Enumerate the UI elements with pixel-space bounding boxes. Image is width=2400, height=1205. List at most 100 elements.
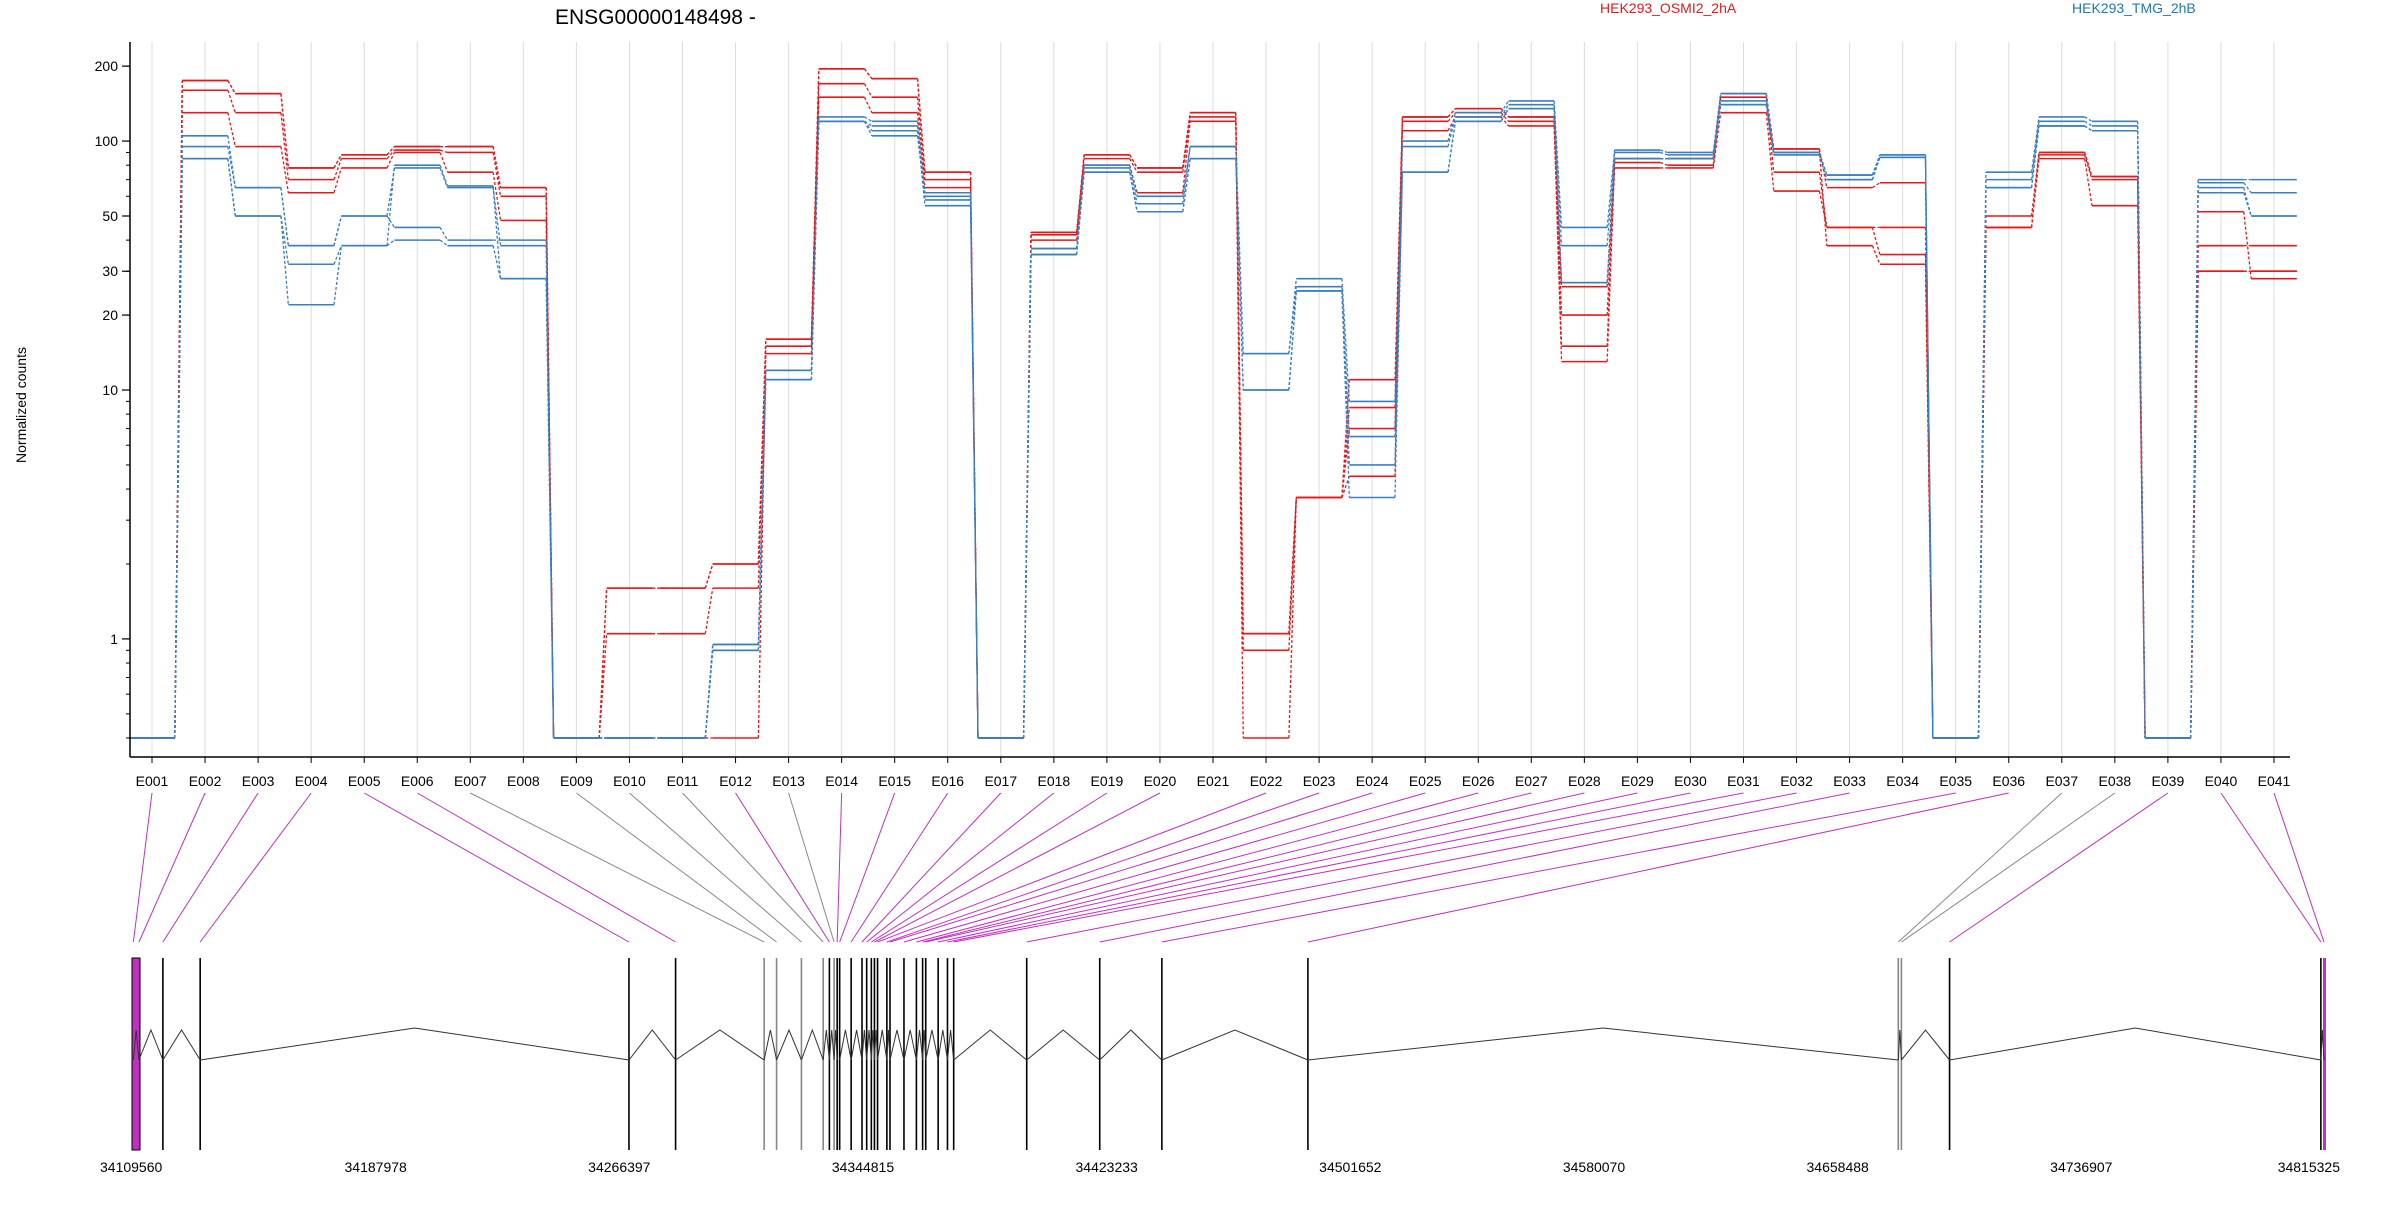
series-connector-E006 bbox=[439, 227, 449, 241]
series-connector-E019 bbox=[1129, 167, 1138, 204]
series-connector-E020 bbox=[1182, 112, 1191, 169]
intron-13 bbox=[839, 1029, 852, 1061]
series-connector-E009 bbox=[598, 588, 608, 739]
legend-entry-tmg: HEK293_TMG_2hB bbox=[2072, 0, 2196, 16]
x-tick-label-E025: E025 bbox=[1409, 773, 1442, 789]
series-connector-E023 bbox=[1341, 428, 1350, 498]
series-connector-E034 bbox=[1924, 264, 1934, 739]
genomic-coordinate-label: 34344815 bbox=[832, 1159, 895, 1175]
exon-block-last bbox=[2323, 958, 2326, 1150]
intron-26 bbox=[937, 1029, 948, 1061]
series-connector-E021 bbox=[1235, 146, 1244, 354]
intron-35 bbox=[1949, 1027, 2321, 1061]
series-connector-E019 bbox=[1129, 158, 1138, 173]
intron-27 bbox=[946, 1029, 955, 1061]
series-connector-E005 bbox=[386, 215, 395, 228]
series-connector-E021 bbox=[1235, 158, 1244, 391]
series-connector-E003 bbox=[280, 93, 289, 168]
series-connector-E023 bbox=[1341, 290, 1350, 498]
series-connector-E039 bbox=[2190, 179, 2199, 739]
series-connector-E004 bbox=[333, 158, 343, 180]
x-tick-label-E006: E006 bbox=[401, 773, 434, 789]
y-tick-label-1: 1 bbox=[110, 631, 118, 647]
series-connector-E024 bbox=[1394, 172, 1404, 465]
series-connector-E013 bbox=[810, 83, 820, 347]
series-connector-E020 bbox=[1182, 116, 1191, 173]
intron-2 bbox=[162, 1029, 201, 1061]
series-connector-E033 bbox=[1871, 227, 1881, 255]
series-connector-E023 bbox=[1341, 476, 1350, 498]
x-tick-label-E008: E008 bbox=[507, 773, 540, 789]
series-connector-E006 bbox=[439, 164, 449, 187]
series-connector-E037 bbox=[2084, 125, 2093, 132]
series-connector-E030 bbox=[1712, 104, 1722, 159]
exon-connector-30 bbox=[1099, 792, 1850, 943]
y-tick-label-20: 20 bbox=[102, 307, 118, 323]
series-connector-E034 bbox=[1924, 157, 1934, 739]
y-axis-label: Normalized counts bbox=[13, 347, 29, 463]
exon-connector-26 bbox=[938, 792, 1638, 943]
series-connector-E040 bbox=[2243, 192, 2252, 217]
series-connector-E030 bbox=[1712, 112, 1722, 169]
x-tick-label-E038: E038 bbox=[2098, 773, 2131, 789]
series-connector-E025 bbox=[1447, 116, 1457, 132]
x-tick-label-E040: E040 bbox=[2205, 773, 2238, 789]
exon-connector-23 bbox=[916, 792, 1479, 943]
series-connector-E023 bbox=[1341, 286, 1350, 437]
exon-connector-17 bbox=[871, 792, 1108, 943]
genomic-coordinate-label: 34266397 bbox=[588, 1159, 651, 1175]
x-tick-label-E020: E020 bbox=[1144, 773, 1177, 789]
series-connector-E037 bbox=[2083, 158, 2093, 206]
intron-28 bbox=[953, 1029, 1028, 1061]
x-tick-label-E019: E019 bbox=[1091, 773, 1124, 789]
series-connector-E022 bbox=[1288, 497, 1297, 634]
series-connector-E012 bbox=[757, 379, 767, 651]
intron-7 bbox=[776, 1028, 802, 1061]
x-tick-label-E033: E033 bbox=[1833, 773, 1866, 789]
series-connector-E031 bbox=[1765, 104, 1775, 155]
series-connector-E001 bbox=[174, 158, 183, 739]
series-connector-E006 bbox=[439, 149, 448, 154]
intron-15 bbox=[861, 1029, 868, 1061]
exon-connector-8 bbox=[629, 792, 802, 943]
x-tick-label-E005: E005 bbox=[348, 773, 381, 789]
series-connector-E032 bbox=[1818, 152, 1828, 176]
series-connector-E004 bbox=[333, 215, 343, 246]
series-connector-E002 bbox=[227, 112, 236, 147]
exon-connector-32 bbox=[1307, 792, 2009, 943]
intron-20 bbox=[886, 1029, 891, 1061]
series-connector-E006 bbox=[439, 239, 448, 247]
series-connector-E022 bbox=[1288, 290, 1297, 391]
y-tick-label-30: 30 bbox=[102, 263, 118, 279]
series-connector-E014 bbox=[863, 121, 873, 137]
genomic-coordinate-label: 34187978 bbox=[345, 1159, 408, 1175]
series-connector-E007 bbox=[492, 152, 502, 197]
x-tick-label-E024: E024 bbox=[1356, 773, 1389, 789]
chart-title: ENSG00000148498 - bbox=[555, 6, 756, 29]
genomic-coordinate-label: 34580070 bbox=[1563, 1159, 1626, 1175]
series-connector-E011 bbox=[704, 588, 714, 634]
series-connector-E025 bbox=[1447, 108, 1456, 118]
series-connector-E033 bbox=[1872, 182, 1881, 189]
exon-connector-12 bbox=[836, 792, 843, 943]
series-connector-E029 bbox=[1659, 161, 1668, 166]
series-connector-E014 bbox=[863, 96, 873, 113]
x-tick-label-E028: E028 bbox=[1568, 773, 1601, 789]
series-connector-E004 bbox=[333, 154, 342, 169]
exon-connectors bbox=[132, 792, 2325, 943]
series-connector-E011 bbox=[704, 563, 714, 589]
series-connector-E014 bbox=[863, 68, 873, 80]
series-connector-E028 bbox=[1606, 167, 1616, 316]
intron-11 bbox=[833, 1029, 838, 1061]
exon-block-first bbox=[131, 957, 141, 1151]
intron-18 bbox=[873, 1029, 879, 1061]
y-tick-label-100: 100 bbox=[95, 133, 119, 149]
x-tick-label-E007: E007 bbox=[454, 773, 487, 789]
series-connector-E037 bbox=[2083, 152, 2093, 177]
series-connector-E016 bbox=[969, 196, 979, 739]
series-connector-E008 bbox=[545, 278, 555, 739]
series-connector-E022 bbox=[1288, 290, 1297, 391]
series-connector-E037 bbox=[2084, 116, 2093, 122]
intron-32 bbox=[1307, 1027, 1899, 1061]
series-connector-E019 bbox=[1129, 165, 1138, 197]
